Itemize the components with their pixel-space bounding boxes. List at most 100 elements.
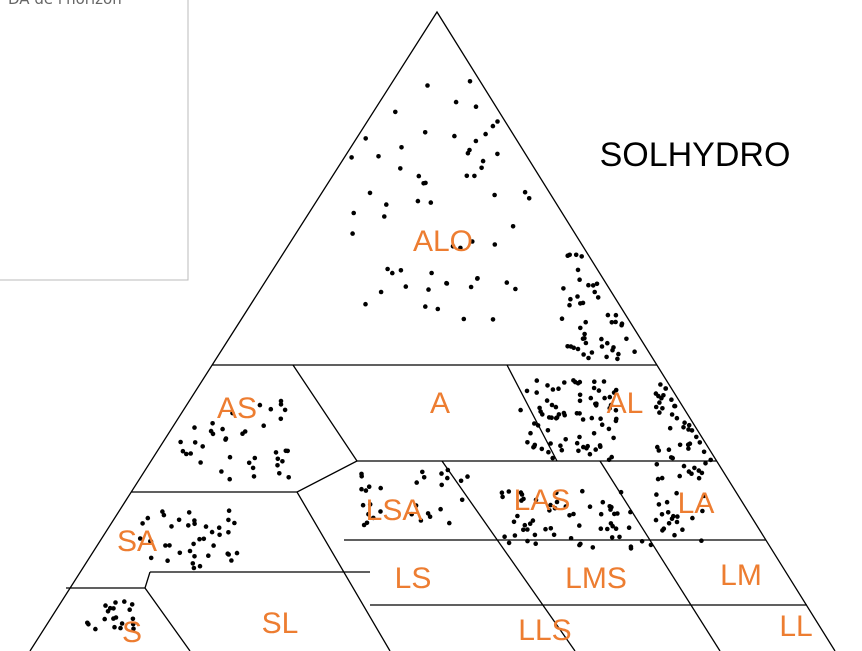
point xyxy=(403,284,409,289)
point xyxy=(609,504,614,510)
point xyxy=(423,304,428,309)
point xyxy=(595,295,601,300)
point xyxy=(426,287,431,292)
point xyxy=(567,302,572,308)
point xyxy=(467,147,472,153)
point xyxy=(192,521,197,527)
point xyxy=(594,281,600,287)
point xyxy=(580,336,586,342)
point xyxy=(539,446,545,452)
point xyxy=(398,268,404,273)
point xyxy=(619,321,625,327)
point xyxy=(690,515,695,521)
point xyxy=(599,344,605,349)
zone-label: SA xyxy=(117,525,157,558)
point xyxy=(561,286,566,291)
point xyxy=(376,154,381,159)
point xyxy=(504,280,510,285)
point xyxy=(659,512,665,517)
point xyxy=(366,484,372,490)
point xyxy=(229,558,234,563)
point xyxy=(671,513,676,519)
zone-label: ALO xyxy=(413,225,473,258)
point xyxy=(186,510,192,515)
point xyxy=(278,402,284,407)
point xyxy=(130,621,136,627)
point xyxy=(226,517,231,523)
point xyxy=(689,428,695,433)
point xyxy=(577,523,582,528)
point xyxy=(577,411,582,416)
point xyxy=(192,440,198,445)
point xyxy=(506,489,512,494)
point xyxy=(667,425,673,431)
point xyxy=(598,444,603,450)
point xyxy=(604,354,609,360)
point xyxy=(591,431,597,436)
point xyxy=(390,270,395,276)
point xyxy=(277,471,282,476)
point xyxy=(586,355,591,361)
point xyxy=(577,379,583,385)
point xyxy=(694,434,699,440)
point xyxy=(577,277,582,283)
point xyxy=(360,502,366,508)
point xyxy=(129,602,135,607)
point xyxy=(421,181,426,186)
point xyxy=(191,565,197,571)
point xyxy=(495,119,500,124)
point xyxy=(268,406,274,412)
point xyxy=(696,475,702,481)
point xyxy=(590,283,596,288)
point xyxy=(230,410,235,416)
point xyxy=(378,509,383,514)
point xyxy=(682,420,687,426)
point xyxy=(282,407,288,413)
point xyxy=(589,350,595,355)
point xyxy=(112,624,117,630)
point xyxy=(659,395,664,401)
point xyxy=(275,463,280,468)
zone-label: AS xyxy=(217,392,257,425)
point xyxy=(611,435,616,441)
point xyxy=(538,409,543,414)
zone-label: LS xyxy=(395,562,432,595)
point xyxy=(689,471,694,477)
point xyxy=(220,426,225,432)
zone-label: A xyxy=(430,387,450,420)
point xyxy=(672,532,677,538)
point xyxy=(558,443,563,449)
point xyxy=(699,538,704,543)
point xyxy=(278,416,284,422)
point xyxy=(574,440,580,446)
point xyxy=(686,446,691,451)
point xyxy=(568,536,574,541)
point xyxy=(559,447,565,453)
point xyxy=(512,533,518,538)
point xyxy=(697,440,703,445)
point xyxy=(692,465,697,471)
point xyxy=(554,415,560,420)
point xyxy=(609,535,615,540)
point xyxy=(653,391,659,396)
point xyxy=(548,526,554,531)
point xyxy=(561,410,567,416)
point xyxy=(528,430,533,436)
point xyxy=(591,385,597,391)
point xyxy=(145,515,151,521)
point xyxy=(532,532,538,538)
point xyxy=(160,509,165,514)
point xyxy=(611,345,616,350)
point xyxy=(385,266,390,272)
point xyxy=(608,521,614,526)
point xyxy=(359,486,364,492)
point xyxy=(677,473,682,479)
point xyxy=(415,198,421,204)
point xyxy=(148,555,154,561)
point xyxy=(351,210,357,216)
point xyxy=(537,405,542,411)
point xyxy=(601,379,607,384)
point xyxy=(421,475,427,480)
point xyxy=(473,104,479,109)
legend-text: DA de l'horizon xyxy=(8,0,122,8)
